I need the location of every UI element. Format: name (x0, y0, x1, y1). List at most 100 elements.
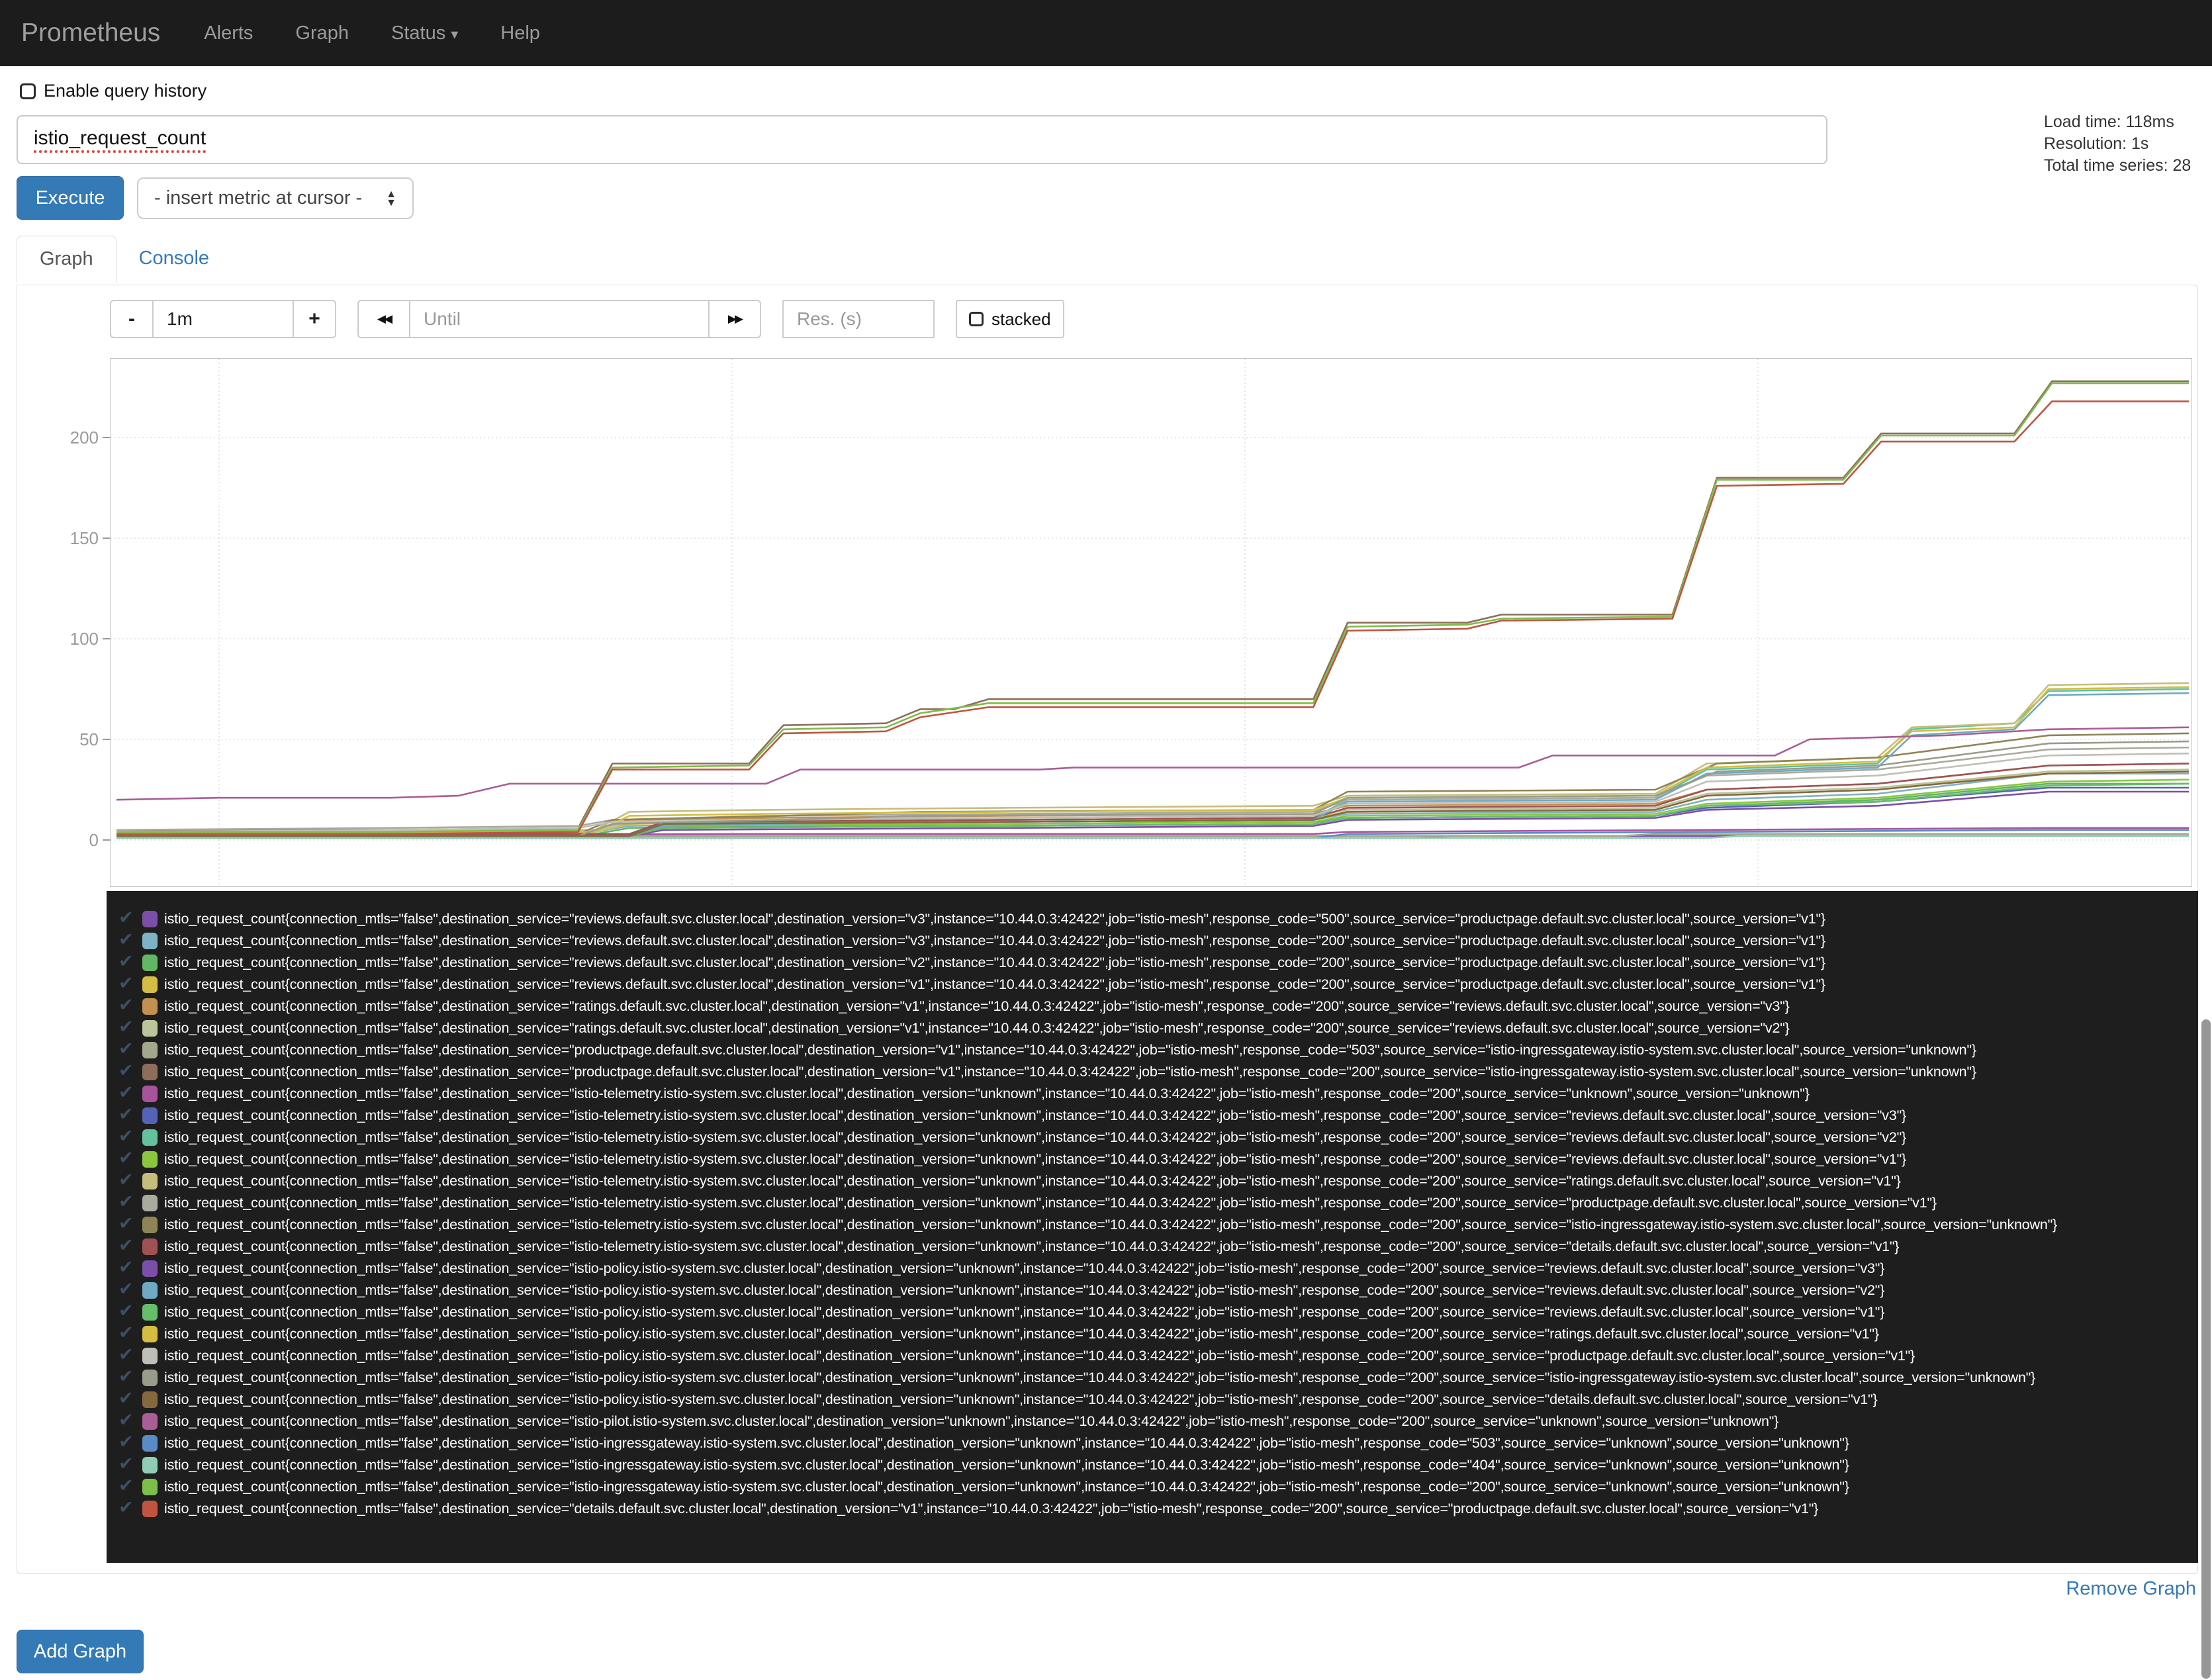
check-icon[interactable]: ✔ (118, 1454, 134, 1473)
add-graph-button[interactable]: Add Graph (17, 1630, 144, 1673)
check-icon[interactable]: ✔ (118, 1301, 134, 1321)
legend-row[interactable]: ✔ istio_request_count{connection_mtls="fa… (118, 1017, 2198, 1039)
series-label: istio_request_count{connection_mtls="fal… (164, 1413, 1779, 1429)
query-input[interactable]: istio_request_count (17, 115, 1827, 164)
select-arrows-icon: ▲ ▼ (386, 188, 396, 209)
legend-row[interactable]: ✔ istio_request_count{connection_mtls="fa… (118, 1105, 2198, 1127)
stacked-toggle[interactable]: stacked (956, 300, 1064, 338)
app-brand[interactable]: Prometheus (21, 19, 161, 47)
query-history-checkbox[interactable] (20, 83, 36, 99)
stacked-checkbox[interactable] (969, 312, 984, 326)
legend-row[interactable]: ✔ istio_request_count{connection_mtls="fa… (118, 1454, 2198, 1476)
chart: 05010015020045s0s15s30s (70, 358, 2192, 920)
check-icon[interactable]: ✔ (118, 1476, 134, 1495)
legend-row[interactable]: ✔ istio_request_count{connection_mtls="fa… (118, 1280, 2198, 1301)
time-back-icon[interactable]: ◀◀ (357, 300, 410, 338)
legend-row[interactable]: ✔ istio_request_count{connection_mtls="fa… (118, 1127, 2198, 1148)
legend-row[interactable]: ✔ istio_request_count{connection_mtls="fa… (118, 1345, 2198, 1367)
series-label: istio_request_count{connection_mtls="fal… (164, 998, 1790, 1014)
check-icon[interactable]: ✔ (118, 1214, 134, 1233)
legend-row[interactable]: ✔ istio_request_count{connection_mtls="fa… (118, 1301, 2198, 1323)
check-icon[interactable]: ✔ (118, 974, 134, 993)
resolution-input[interactable] (782, 300, 935, 338)
legend-row[interactable]: ✔ istio_request_count{connection_mtls="fa… (118, 1323, 2198, 1345)
legend-row[interactable]: ✔ istio_request_count{connection_mtls="fa… (118, 996, 2198, 1017)
nav-item-graph[interactable]: Graph (295, 22, 349, 44)
insert-metric-select[interactable]: - insert metric at cursor - ▲ ▼ (137, 177, 414, 219)
legend-row[interactable]: ✔ istio_request_count{connection_mtls="fa… (118, 952, 2198, 974)
check-icon[interactable]: ✔ (118, 1432, 134, 1452)
check-icon[interactable]: ✔ (118, 1323, 134, 1342)
tab-console[interactable]: Console (138, 248, 210, 269)
legend-row[interactable]: ✔ istio_request_count{connection_mtls="fa… (118, 1236, 2198, 1258)
check-icon[interactable]: ✔ (118, 1039, 134, 1058)
check-icon[interactable]: ✔ (118, 1083, 134, 1102)
series-line (116, 753, 2189, 833)
check-icon[interactable]: ✔ (118, 1389, 134, 1408)
legend-row[interactable]: ✔ istio_request_count{connection_mtls="fa… (118, 1411, 2198, 1432)
check-icon[interactable]: ✔ (118, 1280, 134, 1299)
series-line (116, 682, 2189, 833)
series-label: istio_request_count{connection_mtls="fal… (164, 1086, 1810, 1101)
check-icon[interactable]: ✔ (118, 1411, 134, 1430)
stacked-label: stacked (991, 308, 1051, 329)
check-icon[interactable]: ✔ (118, 1258, 134, 1277)
legend-row[interactable]: ✔ istio_request_count{connection_mtls="fa… (118, 1039, 2198, 1061)
series-label: istio_request_count{connection_mtls="fal… (164, 1391, 1878, 1407)
check-icon[interactable]: ✔ (118, 1192, 134, 1211)
nav-item-alerts[interactable]: Alerts (204, 22, 253, 44)
legend-row[interactable]: ✔ istio_request_count{connection_mtls="fa… (118, 974, 2198, 996)
check-icon[interactable]: ✔ (118, 1498, 134, 1517)
chart-legend: ✔ istio_request_count{connection_mtls="fa… (107, 891, 2198, 1563)
legend-row[interactable]: ✔ istio_request_count{connection_mtls="fa… (118, 1476, 2198, 1498)
execute-button[interactable]: Execute (17, 176, 124, 220)
series-line (116, 726, 2189, 801)
until-input[interactable] (410, 300, 708, 338)
range-input[interactable] (154, 300, 293, 338)
check-icon[interactable]: ✔ (118, 930, 134, 949)
check-icon[interactable]: ✔ (118, 908, 134, 927)
legend-row[interactable]: ✔ istio_request_count{connection_mtls="fa… (118, 908, 2198, 930)
series-swatch (142, 955, 158, 971)
legend-row[interactable]: ✔ istio_request_count{connection_mtls="fa… (118, 1170, 2198, 1192)
series-swatch (142, 1282, 158, 1299)
check-icon[interactable]: ✔ (118, 952, 134, 971)
legend-row[interactable]: ✔ istio_request_count{connection_mtls="fa… (118, 930, 2198, 952)
series-line (116, 782, 2189, 839)
legend-row[interactable]: ✔ istio_request_count{connection_mtls="fa… (118, 1389, 2198, 1411)
check-icon[interactable]: ✔ (118, 1170, 134, 1190)
legend-row[interactable]: ✔ istio_request_count{connection_mtls="fa… (118, 1148, 2198, 1170)
check-icon[interactable]: ✔ (118, 1105, 134, 1124)
legend-row[interactable]: ✔ istio_request_count{connection_mtls="fa… (118, 1367, 2198, 1389)
check-icon[interactable]: ✔ (118, 1367, 134, 1386)
check-icon[interactable]: ✔ (118, 1345, 134, 1364)
legend-row[interactable]: ✔ istio_request_count{connection_mtls="fa… (118, 1258, 2198, 1280)
series-line (116, 835, 2189, 839)
legend-row[interactable]: ✔ istio_request_count{connection_mtls="fa… (118, 1192, 2198, 1214)
check-icon[interactable]: ✔ (118, 1127, 134, 1146)
check-icon[interactable]: ✔ (118, 1061, 134, 1080)
legend-row[interactable]: ✔ istio_request_count{connection_mtls="fa… (118, 1061, 2198, 1083)
series-label: istio_request_count{connection_mtls="fal… (164, 1173, 1901, 1189)
check-icon[interactable]: ✔ (118, 1017, 134, 1037)
series-label: istio_request_count{connection_mtls="fal… (164, 1238, 1900, 1254)
legend-row[interactable]: ✔ istio_request_count{connection_mtls="fa… (118, 1214, 2198, 1236)
nav-item-help[interactable]: Help (500, 22, 540, 44)
check-icon[interactable]: ✔ (118, 1236, 134, 1255)
until-input-group: ◀◀ ▶▶ (357, 300, 761, 338)
range-decrease-button[interactable]: - (110, 300, 154, 338)
tab-graph[interactable]: Graph (17, 236, 116, 283)
time-forward-icon[interactable]: ▶▶ (708, 300, 761, 338)
check-icon[interactable]: ✔ (118, 996, 134, 1015)
legend-row[interactable]: ✔ istio_request_count{connection_mtls="fa… (118, 1083, 2198, 1105)
page-scrollbar[interactable] (2201, 1019, 2211, 1679)
legend-row[interactable]: ✔ istio_request_count{connection_mtls="fa… (118, 1432, 2198, 1454)
range-increase-button[interactable]: + (293, 300, 336, 338)
series-swatch (142, 1195, 158, 1211)
legend-row[interactable]: ✔ istio_request_count{connection_mtls="fa… (118, 1498, 2198, 1520)
check-icon[interactable]: ✔ (118, 1148, 134, 1168)
resolution: Resolution: 1s (2044, 134, 2149, 153)
nav-item-status[interactable]: Status ▾ (391, 22, 459, 44)
series-swatch (142, 1370, 158, 1386)
remove-graph-link[interactable]: Remove Graph (2066, 1578, 2196, 1599)
